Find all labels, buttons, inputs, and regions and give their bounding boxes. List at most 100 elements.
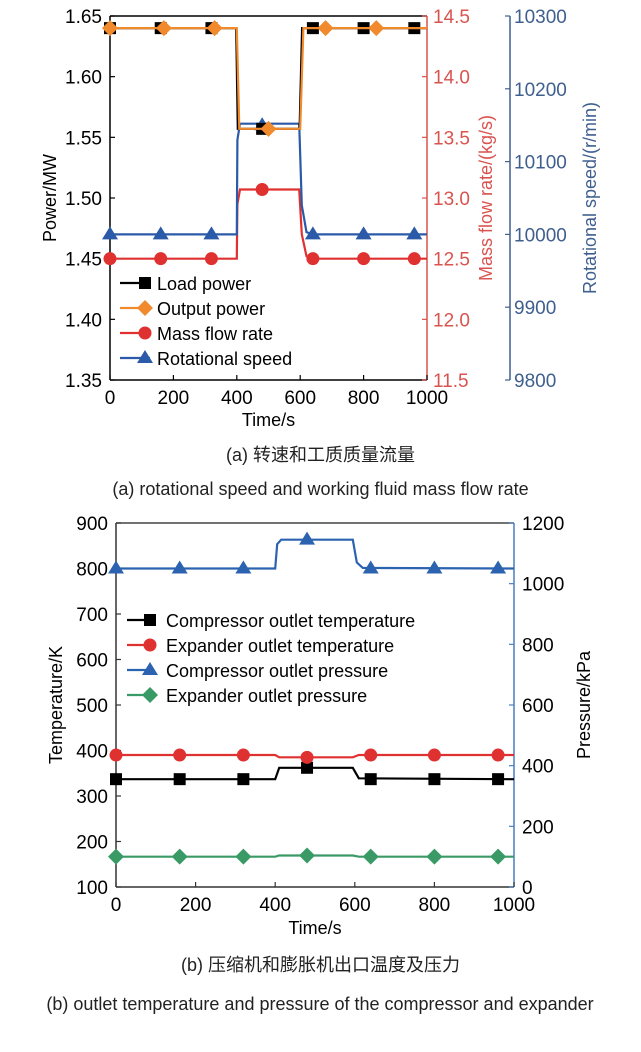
x-tick-label: 0 <box>105 388 116 409</box>
pressure-tick-label: 800 <box>522 635 554 656</box>
caption-b-en: (b) outlet temperature and pressure of t… <box>46 994 594 1014</box>
legend-item: Load power <box>120 274 251 294</box>
data-point-marker <box>155 20 172 37</box>
mass-flow-tick-label: 12.5 <box>433 250 470 271</box>
rot-speed-tick-label: 10000 <box>514 225 567 246</box>
legend-label: Compressor outlet temperature <box>166 611 415 631</box>
data-point-marker <box>304 226 321 240</box>
mass-flow-tick-label: 11.5 <box>433 371 469 392</box>
legend-item: Expander outlet pressure <box>127 686 367 706</box>
data-point-marker <box>171 560 188 574</box>
data-point-marker <box>255 183 269 197</box>
legend-item: Compressor outlet pressure <box>127 661 388 681</box>
data-point-marker <box>492 773 505 786</box>
series-output-power <box>102 20 427 137</box>
y-tick-label: 1.45 <box>65 250 102 271</box>
y-axis-label-mass-flow: Mass flow rate/(kg/s) <box>476 115 496 281</box>
data-point-marker <box>171 848 188 865</box>
data-point-marker <box>407 252 421 266</box>
data-point-marker <box>406 226 423 240</box>
x-tick-label: 0 <box>111 895 122 916</box>
data-point-marker <box>362 848 379 865</box>
data-point-marker <box>317 20 334 37</box>
data-point-marker <box>368 20 385 37</box>
legend-marker-icon <box>137 300 153 316</box>
legend-label: Expander outlet temperature <box>166 636 394 656</box>
caption-a-cn: (a) 转速和工质质量流量 <box>226 445 415 465</box>
legend-item: Output power <box>120 299 265 319</box>
x-tick-label: 600 <box>284 388 316 409</box>
legend-label: Expander outlet pressure <box>166 686 367 706</box>
y-tick-label: 400 <box>76 742 108 763</box>
data-point-marker <box>203 226 220 240</box>
series-expander-outlet-temperature <box>109 748 514 764</box>
legend: Compressor outlet temperature Expander ou… <box>127 611 415 706</box>
data-point-marker <box>206 20 223 37</box>
y-tick-label: 700 <box>76 605 108 626</box>
series-compressor-outlet-temperature <box>110 761 515 786</box>
mass-flow-tick-label: 13.5 <box>433 128 470 149</box>
legend-marker-icon <box>144 614 156 626</box>
legend-label: Load power <box>157 274 251 294</box>
legend-marker-icon <box>138 326 152 340</box>
data-point-marker <box>237 773 250 786</box>
data-point-marker <box>109 748 123 762</box>
data-point-marker <box>364 773 377 786</box>
x-tick-label: 400 <box>259 895 291 916</box>
data-point-marker <box>426 560 443 574</box>
legend-marker-icon <box>137 350 153 363</box>
x-tick-label: 600 <box>339 895 371 916</box>
data-point-marker <box>364 748 378 762</box>
pressure-tick-label: 200 <box>522 817 554 838</box>
data-point-marker <box>204 252 218 266</box>
y-tick-label: 500 <box>76 696 108 717</box>
y-tick-label: 200 <box>76 833 108 854</box>
data-point-marker <box>102 20 118 37</box>
y-tick-label: 600 <box>76 651 108 672</box>
chart-a: 1.35 1.40 1.45 1.50 1.55 1.60 1.65 11.5 12.0 12.5… <box>40 7 600 430</box>
data-point-marker <box>235 848 252 865</box>
legend-item: Compressor outlet temperature <box>127 611 415 631</box>
x-tick-label: 800 <box>348 388 380 409</box>
legend-item: Mass flow rate <box>120 324 273 344</box>
y-axis-label-pressure: Pressure/kPa <box>574 650 594 759</box>
pressure-tick-label: 1000 <box>522 575 564 596</box>
data-point-marker <box>301 761 314 774</box>
pressure-tick-label: 600 <box>522 696 554 717</box>
data-point-marker <box>236 748 250 762</box>
data-point-marker <box>428 773 441 786</box>
pressure-tick-label: 0 <box>522 878 533 899</box>
mass-flow-tick-label: 13.0 <box>433 189 470 210</box>
x-tick-label: 1000 <box>493 895 535 916</box>
rot-speed-tick-label: 9800 <box>514 371 556 392</box>
x-tick-label: 200 <box>180 895 212 916</box>
data-point-marker <box>103 252 117 266</box>
rot-speed-tick-label: 10300 <box>514 7 567 28</box>
data-point-marker <box>154 252 168 266</box>
legend-label: Mass flow rate <box>157 324 273 344</box>
legend: Load power Output power Mass flow rate Rota… <box>120 274 292 369</box>
y-tick-label: 100 <box>76 878 108 899</box>
pressure-tick-label: 1200 <box>522 514 564 535</box>
rot-speed-tick-label: 9900 <box>514 298 556 319</box>
data-point-marker <box>490 848 507 865</box>
y-tick-label: 1.65 <box>65 7 102 28</box>
data-point-marker <box>357 252 371 266</box>
series-mass-flow-rate <box>103 183 427 266</box>
data-point-marker <box>299 847 316 864</box>
x-tick-label: 1000 <box>406 388 448 409</box>
data-point-marker <box>173 748 187 762</box>
data-point-marker <box>427 748 441 762</box>
data-point-marker <box>235 560 252 574</box>
data-point-marker <box>355 226 372 240</box>
y-tick-label: 900 <box>76 514 108 535</box>
series-expander-outlet-pressure <box>108 847 514 865</box>
y-axis-label-temperature: Temperature/K <box>46 646 66 764</box>
data-point-marker <box>108 560 124 574</box>
y-tick-label: 300 <box>76 787 108 808</box>
x-tick-label: 800 <box>419 895 451 916</box>
x-axis-label: Time/s <box>288 918 341 938</box>
legend-label: Compressor outlet pressure <box>166 661 388 681</box>
legend-label: Rotational speed <box>157 349 292 369</box>
